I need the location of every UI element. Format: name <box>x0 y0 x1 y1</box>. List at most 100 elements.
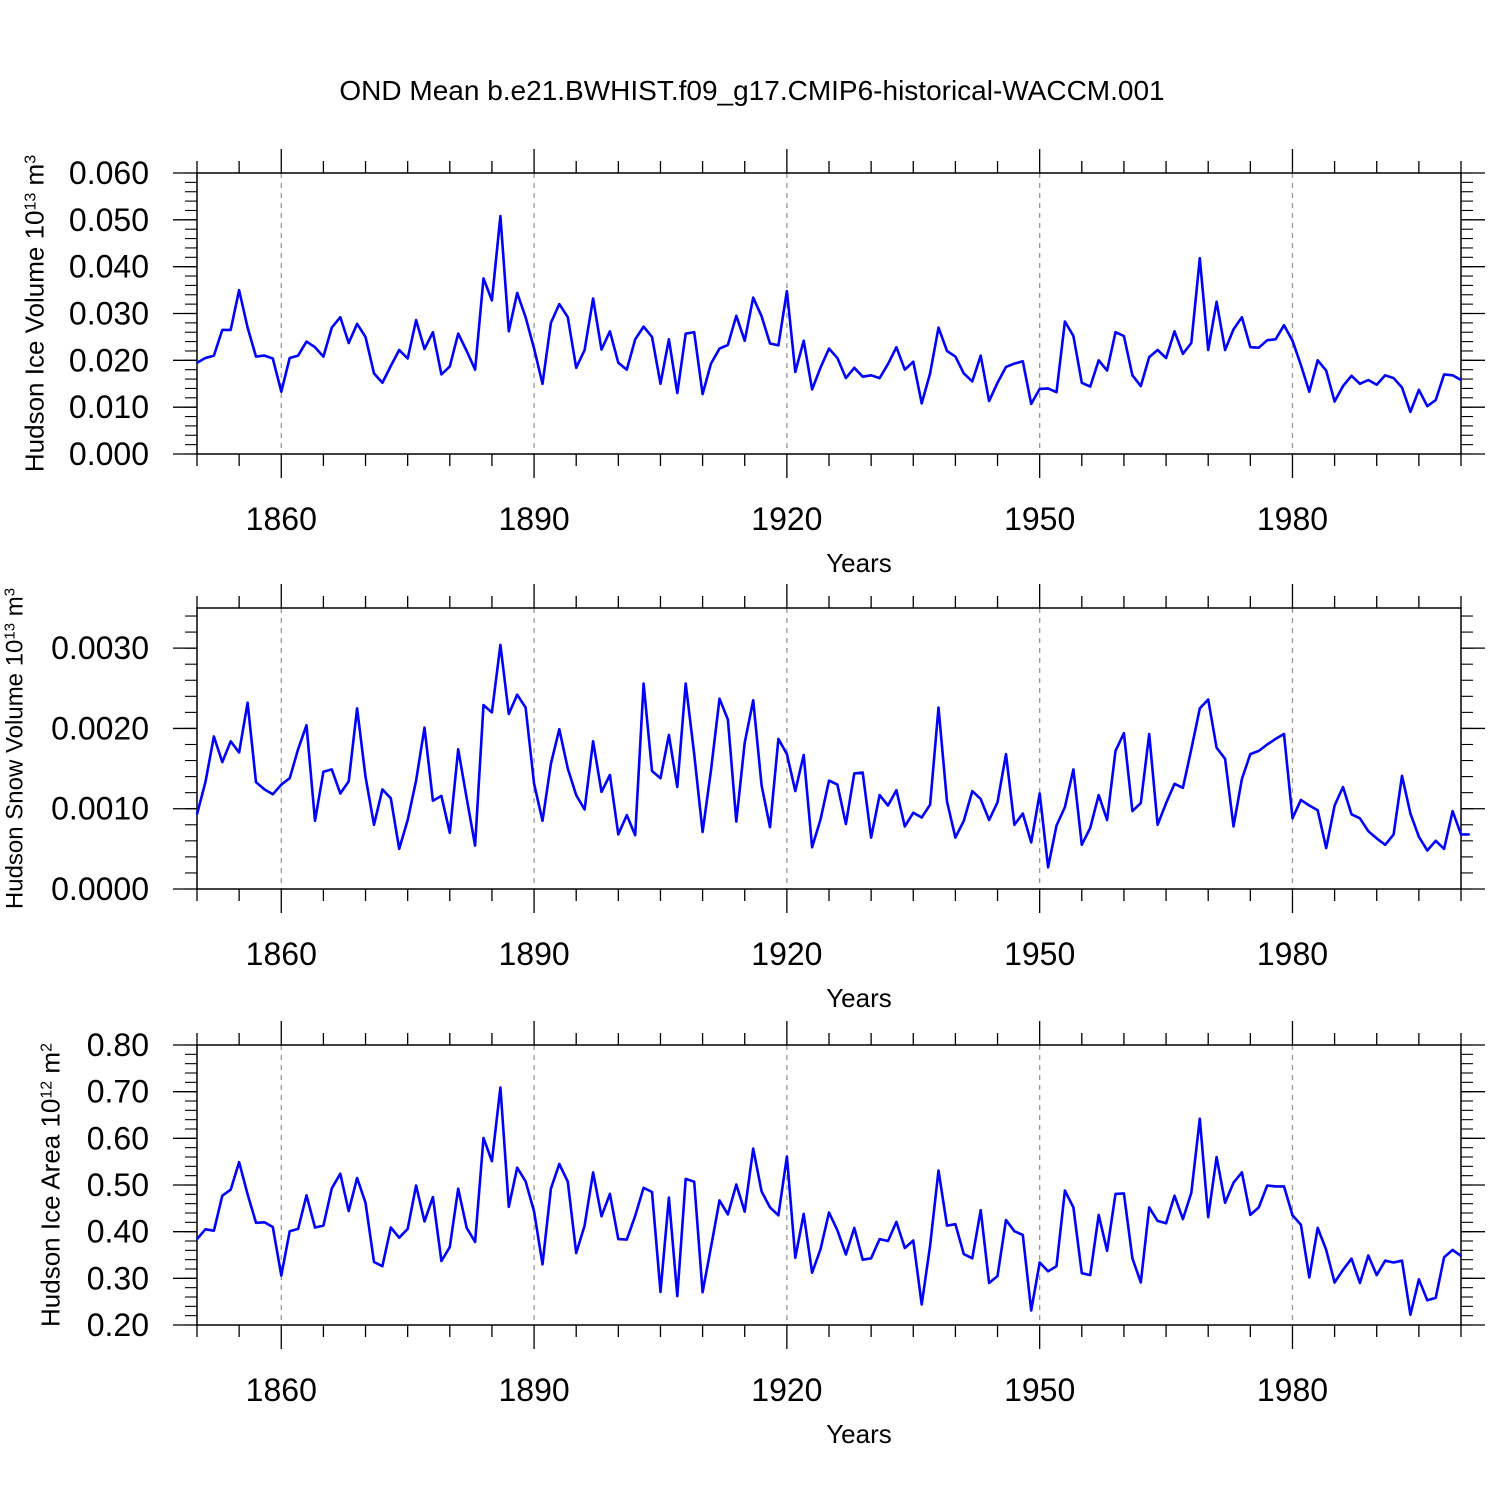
data-point <box>1418 389 1420 391</box>
data-point <box>1359 382 1361 385</box>
data-point <box>1367 379 1370 381</box>
data-point <box>642 682 645 685</box>
data-point <box>364 336 367 338</box>
data-point <box>415 319 417 321</box>
data-point <box>600 791 603 793</box>
data-point <box>339 1173 342 1175</box>
data-point <box>1443 1256 1445 1259</box>
y-axis-label-superscript: 12 <box>38 1081 55 1099</box>
data-point <box>1173 783 1176 785</box>
data-point <box>1392 377 1395 379</box>
data-point <box>979 1209 982 1211</box>
data-point <box>963 819 965 822</box>
data-point <box>1038 388 1041 390</box>
data-point <box>238 289 240 291</box>
data-point <box>1038 792 1041 795</box>
data-point <box>1055 1265 1058 1267</box>
data-point <box>609 330 611 333</box>
data-point <box>954 836 957 839</box>
data-point <box>870 836 872 839</box>
data-point <box>971 380 974 383</box>
data-point <box>1114 1193 1117 1195</box>
data-point <box>356 1177 358 1179</box>
x-tick-label: 1890 <box>498 936 569 972</box>
data-point <box>533 1210 535 1213</box>
data-point <box>213 354 215 357</box>
data-point <box>1434 840 1437 842</box>
data-point <box>946 350 948 352</box>
panel-1: 1860 1890 1920 1950 1980 0.000 0.010 0.020 0.030… <box>19 149 1485 578</box>
data-point <box>1022 360 1024 363</box>
data-point <box>288 1230 291 1232</box>
data-point <box>1468 833 1471 836</box>
data-point <box>769 826 771 828</box>
data-point <box>196 1238 198 1240</box>
data-point <box>684 682 687 685</box>
data-point <box>204 357 207 359</box>
data-point <box>1139 802 1142 804</box>
y-tick-label: 0.60 <box>87 1120 149 1156</box>
data-point <box>668 1196 670 1199</box>
data-point <box>221 761 224 763</box>
data-point <box>398 848 401 850</box>
data-point <box>769 1206 771 1209</box>
y-tick-label: 0.050 <box>69 202 149 238</box>
y-tick-label: 0.0020 <box>51 710 149 746</box>
data-point <box>398 349 401 351</box>
data-point <box>1316 809 1319 812</box>
data-point <box>1350 813 1353 816</box>
data-point <box>558 303 561 305</box>
data-point <box>474 1241 476 1243</box>
data-point <box>1030 1309 1033 1312</box>
data-point <box>482 1137 485 1139</box>
data-point <box>1443 848 1445 850</box>
data-point <box>1165 1222 1167 1225</box>
data-point <box>1249 346 1252 349</box>
data-point <box>996 1275 999 1277</box>
data-point <box>1224 758 1226 760</box>
data-point <box>1325 1249 1327 1251</box>
data-point <box>735 315 738 317</box>
data-point <box>331 326 333 329</box>
x-axis-label: Years <box>826 1419 892 1449</box>
data-point <box>347 342 350 344</box>
data-point <box>727 1213 729 1216</box>
data-point <box>912 360 915 363</box>
data-point <box>895 1221 898 1223</box>
data-point <box>381 1265 384 1267</box>
data-point <box>760 315 763 318</box>
data-point <box>920 816 923 819</box>
data-point <box>457 748 460 751</box>
y-axis-label-superscript: 13 <box>1 623 18 640</box>
x-tick-label: 1980 <box>1257 936 1328 972</box>
data-point <box>1198 707 1201 710</box>
data-point <box>1131 810 1134 812</box>
data-point <box>533 783 535 785</box>
data-point <box>1123 732 1125 735</box>
x-tick-label: 1980 <box>1257 501 1328 537</box>
data-point <box>634 338 636 341</box>
data-point <box>1392 1261 1395 1264</box>
y-axis-label: Hudson Ice Volume 1013 m3 <box>19 155 49 472</box>
data-point <box>634 1215 636 1217</box>
plot-frame <box>196 172 1462 455</box>
data-point <box>1182 352 1184 355</box>
data-point <box>566 767 569 770</box>
data-point <box>440 373 443 376</box>
data-point <box>263 1221 266 1224</box>
data-point <box>1047 866 1049 869</box>
data-point <box>213 1229 215 1232</box>
data-point <box>583 1224 586 1227</box>
data-point <box>1451 810 1454 812</box>
data-point <box>651 336 653 338</box>
y-tick-label: 0.30 <box>87 1260 149 1296</box>
data-point <box>1241 316 1243 319</box>
data-point <box>1384 374 1386 377</box>
data-point <box>1283 324 1285 327</box>
data-point <box>1182 1218 1184 1220</box>
data-point <box>1123 335 1125 337</box>
series-line <box>196 214 1462 414</box>
data-point <box>1114 750 1117 752</box>
data-point <box>1266 339 1268 341</box>
data-point <box>1165 802 1167 804</box>
